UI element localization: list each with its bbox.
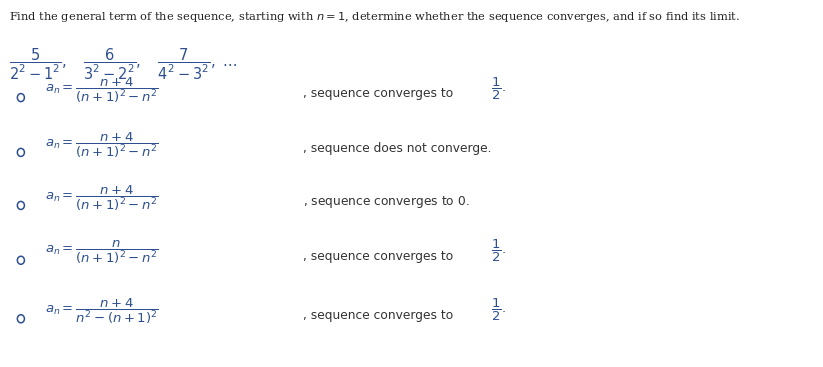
Text: $a_n = \dfrac{n}{(n+1)^2 - n^2}$: $a_n = \dfrac{n}{(n+1)^2 - n^2}$: [45, 238, 160, 266]
Text: $\dfrac{1}{2}.$: $\dfrac{1}{2}.$: [491, 76, 505, 102]
Text: , sequence converges to $0$.: , sequence converges to $0$.: [304, 194, 470, 210]
Text: $a_n = \dfrac{n + 4}{n^2 - (n+1)^2}$: $a_n = \dfrac{n + 4}{n^2 - (n+1)^2}$: [45, 297, 160, 326]
Text: , sequence does not converge.: , sequence does not converge.: [304, 142, 492, 155]
Text: $a_n = \dfrac{n + 4}{(n+1)^2 - n^2}$: $a_n = \dfrac{n + 4}{(n+1)^2 - n^2}$: [45, 76, 160, 105]
Text: $\dfrac{1}{2}.$: $\dfrac{1}{2}.$: [491, 238, 505, 265]
Text: Find the general term of the sequence, starting with $n = 1$, determine whether : Find the general term of the sequence, s…: [9, 10, 740, 24]
Text: , sequence converges to: , sequence converges to: [304, 87, 453, 101]
Text: , sequence converges to: , sequence converges to: [304, 309, 453, 321]
Text: , sequence converges to: , sequence converges to: [304, 250, 453, 263]
Text: $a_n = \dfrac{n + 4}{(n+1)^2 - n^2}$: $a_n = \dfrac{n + 4}{(n+1)^2 - n^2}$: [45, 184, 160, 213]
Text: $a_n = \dfrac{n + 4}{(n+1)^2 - n^2}$: $a_n = \dfrac{n + 4}{(n+1)^2 - n^2}$: [45, 131, 160, 160]
Text: $\dfrac{1}{2}.$: $\dfrac{1}{2}.$: [491, 297, 505, 323]
Text: $\dfrac{5}{2^2 - 1^2},\quad\dfrac{6}{3^2 - 2^2},\quad\dfrac{7}{4^2 - 3^2},\ \ldo: $\dfrac{5}{2^2 - 1^2},\quad\dfrac{6}{3^2…: [9, 46, 238, 81]
